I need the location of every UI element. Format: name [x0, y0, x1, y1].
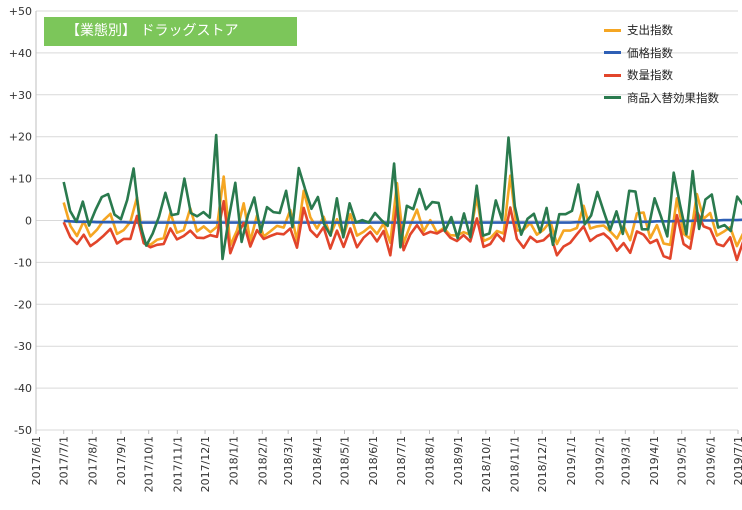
- legend-label: 支出指数: [627, 23, 673, 38]
- x-tick-label: 2019/6/1: [704, 436, 717, 485]
- x-tick-label: 2018/9/1: [452, 436, 465, 485]
- x-tick-label: 2018/3/1: [282, 436, 295, 485]
- legend-item: 数量指数: [604, 64, 719, 87]
- y-axis-ticks: -50 -40 -30 -20 -10 0 +10 +20 +30 +40 +50: [9, 5, 32, 437]
- x-tick-label: 2017/6/1: [30, 436, 43, 485]
- legend-item: 価格指数: [604, 42, 719, 65]
- legend-label: 価格指数: [627, 45, 673, 60]
- y-tick-label: +50: [9, 5, 32, 18]
- x-tick-label: 2017/11/1: [171, 436, 184, 492]
- legend-label: 数量指数: [627, 68, 673, 83]
- x-tick-label: 2018/1/1: [228, 436, 241, 485]
- y-tick-label: -30: [14, 340, 32, 353]
- x-tick-label: 2018/2/1: [256, 436, 269, 485]
- x-tick-label: 2019/1/1: [565, 436, 578, 485]
- x-tick-label: 2018/10/1: [480, 436, 493, 492]
- x-tick-label: 2019/3/1: [619, 436, 632, 485]
- series-lines: [62, 133, 742, 262]
- x-tick-label: 2018/12/1: [536, 436, 549, 492]
- x-tick-label: 2017/10/1: [143, 436, 156, 492]
- y-tick-label: +30: [9, 89, 32, 102]
- series-line: [62, 199, 742, 262]
- legend-swatch: [604, 96, 621, 100]
- x-tick-label: 2019/4/1: [648, 436, 661, 485]
- x-tick-label: 2017/9/1: [115, 436, 128, 485]
- legend-swatch: [604, 51, 621, 55]
- legend-swatch: [604, 28, 621, 32]
- y-tick-label: -20: [14, 298, 32, 311]
- x-tick-label: 2017/7/1: [58, 436, 71, 485]
- x-tick-label: 2018/8/1: [423, 436, 436, 485]
- x-tick-label: 2019/2/1: [593, 436, 606, 485]
- x-tick-label: 2018/5/1: [339, 436, 352, 485]
- x-tick-label: 2018/4/1: [311, 436, 324, 485]
- y-tick-label: +20: [9, 131, 32, 144]
- y-tick-label: +40: [9, 47, 32, 60]
- y-tick-label: -40: [14, 382, 32, 395]
- legend-item: 商品入替効果指数: [604, 87, 719, 110]
- series-line: [62, 133, 742, 261]
- y-tick-label: 0: [25, 215, 32, 228]
- y-tick-label: +10: [9, 173, 32, 186]
- y-tick-label: -10: [14, 256, 32, 269]
- chart-title: 【業態別】 ドラッグストア: [44, 17, 297, 46]
- x-axis-ticks: 2017/6/1 2017/7/1 2017/8/1 2017/9/1 2017/10/…: [30, 436, 742, 492]
- x-tick-label: 2019/5/1: [676, 436, 689, 485]
- x-tick-label: 2019/7/1: [732, 436, 742, 485]
- y-tick-label: -50: [14, 424, 32, 437]
- legend-label: 商品入替効果指数: [627, 90, 719, 105]
- legend: 支出指数 価格指数 数量指数 商品入替効果指数: [604, 19, 719, 109]
- x-tick-label: 2017/8/1: [86, 436, 99, 485]
- legend-swatch: [604, 73, 621, 77]
- x-tick-label: 2018/6/1: [367, 436, 380, 485]
- x-tick-label: 2017/12/1: [199, 436, 212, 492]
- legend-item: 支出指数: [604, 19, 719, 42]
- x-tick-label: 2018/11/1: [508, 436, 521, 492]
- x-tick-label: 2018/7/1: [395, 436, 408, 485]
